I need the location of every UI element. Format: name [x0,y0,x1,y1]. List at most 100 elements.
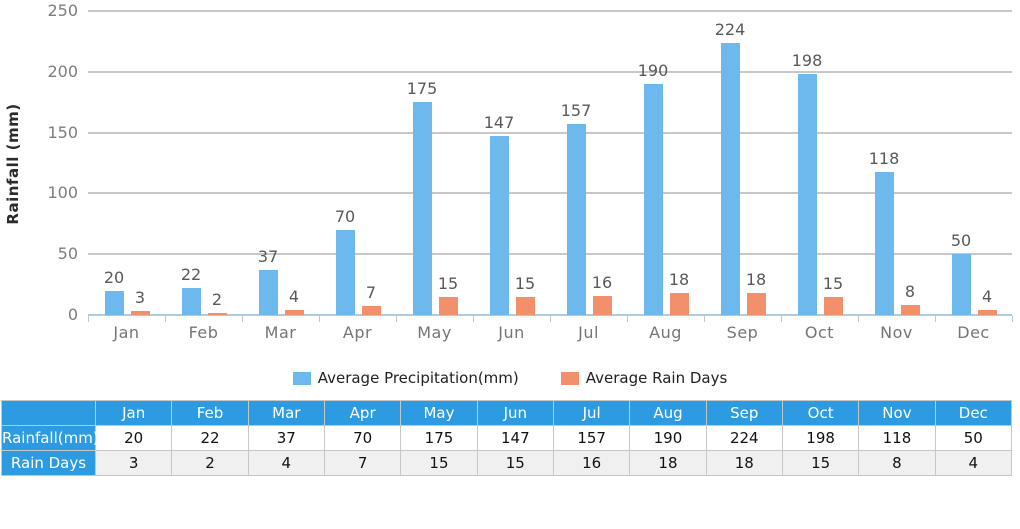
precipitation-bar [951,254,971,315]
table-month-header: Jun [476,400,554,426]
y-tick-label: 50 [57,244,78,264]
table-value-cell: 118 [858,425,936,451]
x-axis-tick [627,316,628,322]
table-value-cell: 2 [171,450,249,476]
table-month-header: Dec [934,400,1013,426]
x-axis-tick [550,316,551,322]
x-category-label: Jul [578,323,599,342]
rain-days-bar [284,310,304,315]
table-value-cell: 7 [323,450,402,476]
x-category-label: Aug [649,323,682,342]
y-tick-label: 150 [47,122,78,142]
x-category-label: Apr [342,323,373,342]
rain-days-value-label: 7 [365,283,377,303]
rain-days-bar [515,296,535,315]
legend-label-precipitation: Average Precipitation(mm) [317,369,519,387]
rain-days-value-label: 3 [134,288,146,308]
precipitation-value-label: 190 [637,60,669,80]
table-value-cell: 15 [476,450,554,476]
x-category-label: Dec [957,323,990,342]
precipitation-bar [797,74,817,315]
table-value-cell: 190 [629,425,707,451]
rain-days-value-label: 18 [745,270,767,290]
table-value-cell: 20 [94,425,173,451]
x-axis-line [88,314,1012,316]
rain-days-value-label: 8 [904,282,916,302]
x-category-label: Jun [498,323,525,342]
grid-line [88,10,1012,12]
x-category-label: Oct [804,323,835,342]
table-value-cell: 18 [629,450,707,476]
table-row-label: Rainfall(mm) [1,425,99,451]
x-category-label: May [417,323,452,342]
precipitation-bar [489,136,509,315]
grid-line [88,253,1012,256]
rain-days-bar [130,311,150,315]
rain-days-bar [900,305,920,315]
rain-days-swatch-icon [560,371,579,385]
table-value-cell: 8 [858,450,936,476]
table-value-cell: 198 [781,425,860,451]
x-category-label: Mar [264,323,297,342]
table-month-header: Aug [629,400,707,426]
table-value-cell: 50 [934,425,1013,451]
table-corner-cell [1,400,96,426]
precipitation-value-label: 50 [950,231,972,251]
table-value-cell: 147 [476,425,554,451]
precipitation-value-label: 22 [180,265,202,285]
precipitation-swatch-icon [292,371,311,385]
table-value-cell: 16 [552,450,631,476]
precipitation-value-label: 224 [714,19,746,39]
rain-days-bar [592,295,612,315]
x-axis-tick [319,316,320,322]
x-axis-tick [242,316,243,322]
x-axis-tick [858,316,859,322]
table-value-cell: 37 [247,425,325,451]
table-row: Rain Days 3 2 4 7 15 15 16 18 18 15 8 4 [1,450,1013,476]
y-axis-title: Rainfall (mm) [4,103,22,225]
x-axis-tick [396,316,397,322]
table-value-cell: 224 [705,425,783,451]
grid-line [88,192,1012,195]
rain-days-bar [207,312,227,315]
table-month-header: May [400,400,478,426]
y-tick-label: 200 [47,61,78,81]
table-month-header: Jan [94,400,173,426]
rain-days-bar [977,310,997,315]
rain-days-value-label: 18 [668,270,690,290]
x-axis-tick [1012,316,1013,322]
legend-item-rain-days: Average Rain Days [560,369,727,387]
table-month-header: Feb [171,400,249,426]
rain-days-value-label: 4 [981,287,993,307]
precipitation-bar [874,171,894,315]
table-value-cell: 15 [400,450,478,476]
precipitation-value-label: 157 [560,101,592,121]
precipitation-value-label: 175 [406,79,438,99]
rain-days-value-label: 15 [822,273,844,293]
rain-days-value-label: 15 [437,273,459,293]
table-row: Rainfall(mm) 20 22 37 70 175 147 157 190 224 198 11… [1,425,1013,451]
table-value-cell: 157 [552,425,631,451]
precipitation-value-label: 147 [483,113,515,133]
rain-days-value-label: 15 [514,273,536,293]
table-row-label: Rain Days [1,450,96,476]
y-tick-label: 0 [67,305,78,324]
table-value-cell: 22 [171,425,249,451]
precipitation-value-label: 70 [334,206,356,226]
x-axis-tick [165,316,166,322]
rain-days-value-label: 2 [211,289,223,309]
precipitation-bar [643,83,663,315]
table-month-header: Apr [323,400,402,426]
precipitation-value-label: 37 [257,247,279,266]
table-month-header: Oct [781,400,860,426]
precipitation-bar [258,270,278,315]
precipitation-bar [412,102,432,315]
rainfall-bar-chart: Rainfall (mm) 0 50 100 150 200 250 20 3 Jan 22 2 Fe… [4,1,1013,342]
precipitation-bar [566,124,586,315]
rainfall-data-table: Jan Feb Mar Apr May Jun Jul Aug Sep Oct Nov Dec Rai… [1,400,1013,476]
x-axis-tick [704,316,705,322]
table-value-cell: 4 [247,450,325,476]
rain-days-bar [669,293,689,315]
table-month-header: Sep [705,400,783,426]
